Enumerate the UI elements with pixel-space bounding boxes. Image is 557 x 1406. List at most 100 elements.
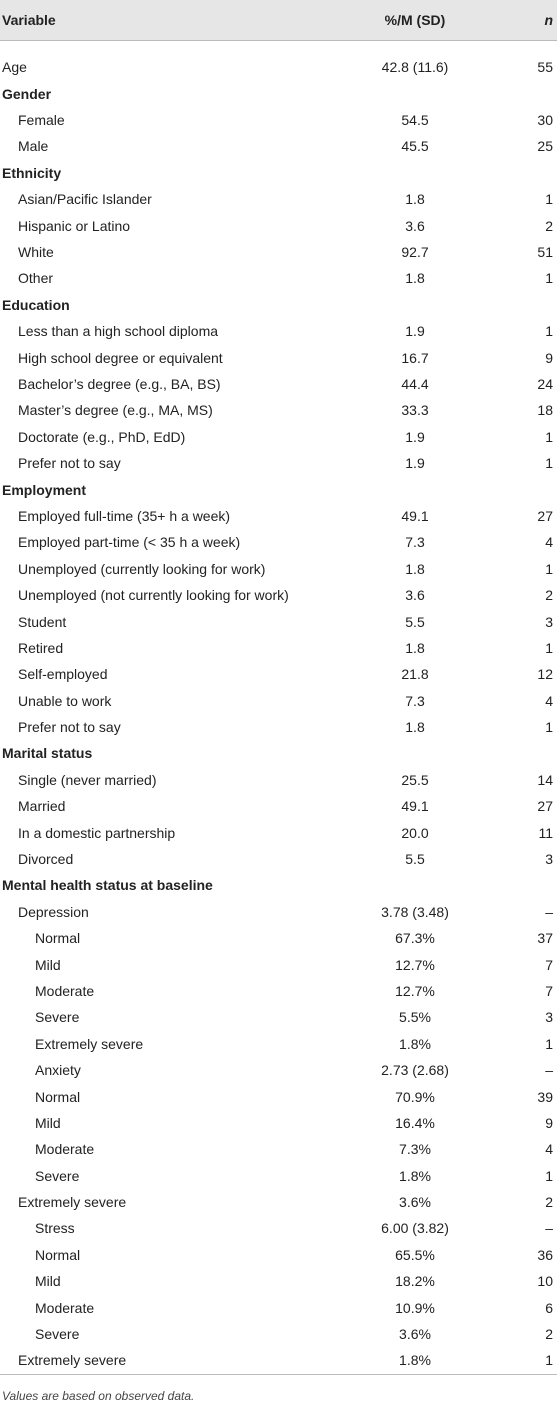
table-cell: Male — [18, 138, 49, 155]
table-cell: 1 — [545, 1167, 553, 1184]
table-cell: 2 — [545, 587, 553, 604]
table-cell: Less than a high school diploma — [18, 323, 219, 340]
table-row: Extremely severe 3.6% 2 — [0, 1189, 557, 1215]
table-cell: 3.6% — [399, 1194, 431, 1211]
table-cell: 9 — [545, 349, 553, 366]
table-cell — [330, 292, 500, 318]
table-cell: 7.3% — [399, 1141, 431, 1158]
footnote: Values are based on observed data. — [2, 1388, 195, 1403]
table-cell: 18.2% — [395, 1273, 435, 1290]
table-cell: Extremely severe — [35, 1035, 144, 1052]
table-row: Education — [0, 292, 557, 318]
table-cell: 27 — [537, 798, 553, 815]
table-row: Normal 67.3% 37 — [0, 925, 557, 951]
table-cell: 2 — [545, 1194, 553, 1211]
table-cell: 1.8 — [405, 270, 425, 287]
table-cell: Asian/Pacific Islander — [18, 191, 152, 208]
table-cell — [330, 160, 500, 186]
table-row: Female 54.5 30 — [0, 107, 557, 133]
table-cell: 1 — [545, 719, 553, 736]
table-cell: 4 — [545, 534, 553, 551]
table-cell: Unable to work — [18, 692, 112, 709]
table-cell: 51 — [537, 244, 553, 261]
table-cell: White — [18, 244, 54, 261]
table-cell — [500, 872, 557, 898]
table-cell: Stress — [35, 1220, 75, 1237]
table-cell: Other — [18, 270, 54, 287]
table-row: Stress 6.00 (3.82) – — [0, 1215, 557, 1241]
table-cell: Hispanic or Latino — [18, 217, 131, 234]
table-cell: 70.9% — [395, 1088, 435, 1105]
table-cell: 5.5 — [405, 851, 425, 868]
table-cell: Unemployed (not currently looking for wo… — [18, 587, 289, 604]
table-row: Extremely severe 1.8% 1 — [0, 1347, 557, 1375]
table-cell: 20.0 — [401, 824, 429, 841]
table-cell: Employment — [2, 481, 87, 498]
table-row: Extremely severe 1.8% 1 — [0, 1031, 557, 1057]
table-cell: Severe — [35, 1009, 80, 1026]
table-row: Employed part-time (< 35 h a week) 7.3 4 — [0, 529, 557, 555]
table-row: Ethnicity — [0, 160, 557, 186]
table-cell: 1.8% — [399, 1035, 431, 1052]
table-row: White 92.7 51 — [0, 239, 557, 265]
table-cell: 3.6% — [399, 1326, 431, 1343]
table-cell: 1 — [545, 639, 553, 656]
table-row: Employed full-time (35+ h a week) 49.1 27 — [0, 503, 557, 529]
table-cell: 5.5 — [405, 613, 425, 630]
table-cell: 54.5 — [401, 112, 429, 129]
table-cell: 1 — [545, 560, 553, 577]
table-cell: 6.00 (3.82) — [381, 1220, 449, 1237]
table-cell: 7 — [545, 956, 553, 973]
table-row: Employment — [0, 476, 557, 502]
table-cell: Normal — [35, 1088, 81, 1105]
table-cell: 1.8 — [405, 191, 425, 208]
table-cell: Severe — [35, 1167, 80, 1184]
table-cell: 7.3 — [405, 534, 425, 551]
table-cell — [330, 81, 500, 107]
table-cell: 14 — [537, 771, 553, 788]
table-cell: Student — [18, 613, 67, 630]
table-cell: 44.4 — [401, 375, 429, 392]
table-cell: 1.9 — [405, 428, 425, 445]
table-cell: 7.3 — [405, 692, 425, 709]
table-cell: 10.9% — [395, 1299, 435, 1316]
table-cell: 7 — [545, 982, 553, 999]
table-cell: 11 — [538, 824, 553, 841]
table-cell: Employed part-time (< 35 h a week) — [18, 534, 241, 551]
table-cell: 1.8 — [405, 639, 425, 656]
table-cell — [500, 81, 557, 107]
table-cell: 65.5% — [395, 1246, 435, 1263]
table-row: Normal 70.9% 39 — [0, 1083, 557, 1109]
table-cell: 21.8 — [401, 666, 429, 683]
header-cell: %/M (SD) — [330, 0, 500, 41]
table-row: Mild 16.4% 9 — [0, 1110, 557, 1136]
table-row: Normal 65.5% 36 — [0, 1242, 557, 1268]
table-cell: 33.3 — [401, 402, 429, 419]
table-cell: 18 — [537, 402, 553, 419]
table-cell — [330, 872, 500, 898]
table-cell: 3.6 — [405, 587, 425, 604]
table-row: Hispanic or Latino 3.6 2 — [0, 212, 557, 238]
table-cell: 1 — [545, 428, 553, 445]
table-cell: 1 — [545, 191, 553, 208]
table-cell — [500, 292, 557, 318]
table-cell: 5.5% — [399, 1009, 431, 1026]
table-row: Marital status — [0, 740, 557, 766]
table-row: Divorced 5.5 3 — [0, 846, 557, 872]
table-cell: Anxiety — [35, 1062, 81, 1079]
table-row: Moderate 10.9% 6 — [0, 1294, 557, 1320]
table-cell: 3.78 (3.48) — [381, 903, 449, 920]
table-row: Married 49.1 27 — [0, 793, 557, 819]
table-cell: Gender — [2, 85, 52, 102]
header-row: Variable %/M (SD) n — [0, 0, 557, 41]
table-cell: 92.7 — [401, 244, 429, 261]
table-cell: Prefer not to say — [18, 719, 121, 736]
table-cell: 3 — [545, 851, 553, 868]
table-cell: Bachelor’s degree (e.g., BA, BS) — [18, 375, 221, 392]
table-row: Gender — [0, 81, 557, 107]
table-cell: Master’s degree (e.g., MA, MS) — [18, 402, 213, 419]
demographics-table: Variable %/M (SD) n Age 42.8 (11.6) 55 Gend… — [0, 0, 557, 1375]
table-cell: Severe — [35, 1326, 80, 1343]
table-row: Prefer not to say 1.8 1 — [0, 714, 557, 740]
table-cell: Normal — [35, 1246, 81, 1263]
